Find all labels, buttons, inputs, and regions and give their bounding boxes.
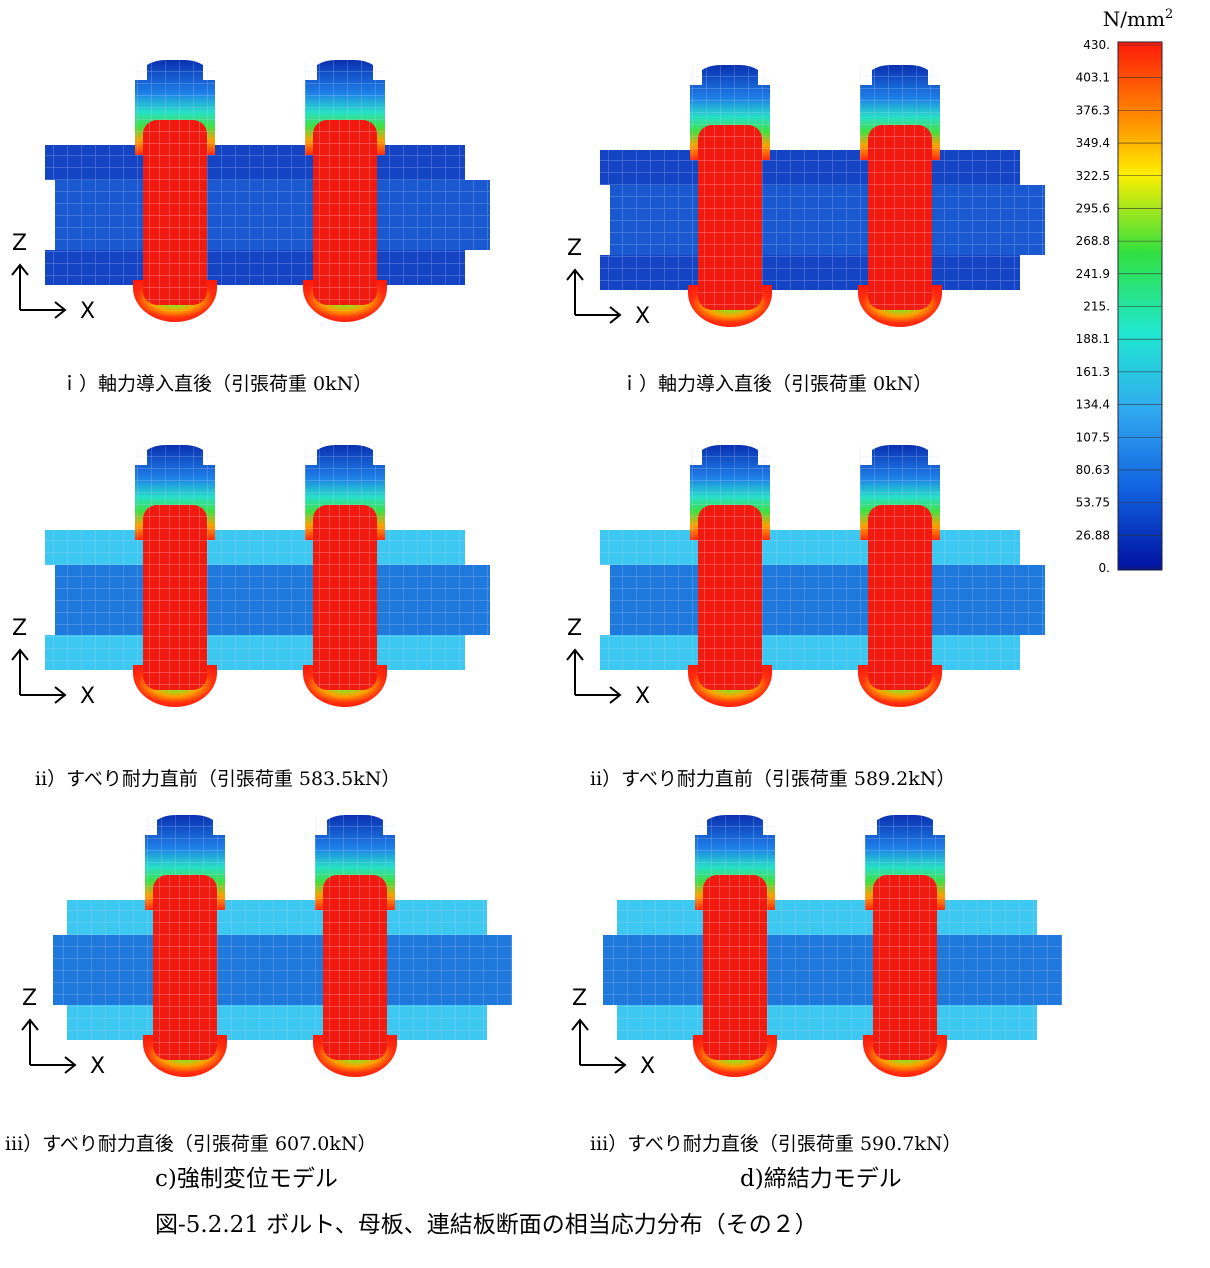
axis-x-label: X bbox=[640, 1054, 655, 1079]
colorbar-label: 188.1 bbox=[1076, 332, 1110, 346]
mesh bbox=[617, 900, 1037, 935]
colorbar-label: 403.1 bbox=[1076, 71, 1110, 85]
fem-panel: ZX bbox=[12, 60, 490, 324]
panel-caption: ⅲ）すべり耐力直後（引張荷重 590.7kN） bbox=[590, 1133, 961, 1155]
mesh bbox=[600, 150, 1020, 185]
mesh bbox=[703, 875, 767, 1060]
mesh bbox=[698, 125, 762, 310]
panel-caption: ⅱ）すべり耐力直前（引張荷重 589.2kN） bbox=[590, 768, 955, 790]
panel-caption: ⅲ）すべり耐力直後（引張荷重 607.0kN） bbox=[5, 1133, 376, 1155]
axis-x-label: X bbox=[80, 684, 95, 709]
colorbar-label: 430. bbox=[1083, 38, 1110, 52]
colorbar-label: 0. bbox=[1099, 561, 1110, 575]
fem-panel: ZX bbox=[572, 815, 1062, 1079]
fem-panel: ZX bbox=[567, 65, 1045, 329]
colorbar-label: 215. bbox=[1083, 300, 1110, 314]
panel-caption: ｉ）軸力導入直後（引張荷重 0kN） bbox=[620, 373, 932, 395]
mesh bbox=[868, 505, 932, 690]
unit-sup: 2 bbox=[1165, 7, 1173, 22]
axis-x-label: X bbox=[635, 304, 650, 329]
figure-caption: 図-5.2.21 ボルト、母板、連結板断面の相当応力分布（その２） bbox=[155, 1212, 818, 1238]
mesh bbox=[610, 185, 1045, 255]
mesh bbox=[868, 125, 932, 310]
mesh bbox=[45, 145, 465, 180]
mesh bbox=[698, 505, 762, 690]
colorbar-label: 322.5 bbox=[1076, 169, 1110, 183]
colorbar bbox=[1118, 42, 1162, 570]
colorbar-label: 53.75 bbox=[1076, 496, 1110, 510]
colorbar-label: 241.9 bbox=[1076, 267, 1110, 281]
mesh bbox=[323, 875, 387, 1060]
axis-z-label: Z bbox=[572, 986, 587, 1011]
axis-z-label: Z bbox=[567, 616, 582, 641]
axis-z-label: Z bbox=[567, 236, 582, 261]
mesh bbox=[143, 120, 207, 305]
mesh bbox=[600, 530, 1020, 565]
axis-z-label: Z bbox=[12, 616, 27, 641]
colorbar-label: 349.4 bbox=[1076, 136, 1110, 150]
colorbar-label: 268.8 bbox=[1076, 234, 1110, 248]
mesh bbox=[55, 565, 490, 635]
mesh bbox=[600, 255, 1020, 290]
mesh bbox=[153, 875, 217, 1060]
axis-z-label: Z bbox=[12, 231, 27, 256]
colorbar-label: 295.6 bbox=[1076, 201, 1110, 215]
unit: N/mm2 bbox=[1103, 7, 1173, 31]
mesh bbox=[600, 635, 1020, 670]
fem-panel: ZX bbox=[22, 815, 512, 1079]
mesh bbox=[67, 900, 487, 935]
mesh bbox=[55, 180, 490, 250]
axis-x-label: X bbox=[90, 1054, 105, 1079]
mesh bbox=[45, 530, 465, 565]
mesh bbox=[610, 565, 1045, 635]
colorbar-label: 376.3 bbox=[1076, 103, 1110, 117]
mesh bbox=[143, 505, 207, 690]
mesh bbox=[53, 935, 512, 1005]
mesh bbox=[313, 505, 377, 690]
fem-panel: ZX bbox=[12, 445, 490, 709]
colorbar-label: 80.63 bbox=[1076, 463, 1110, 477]
column-caption: c)強制変位モデル bbox=[155, 1166, 338, 1192]
fem-panel: ZX bbox=[567, 445, 1045, 709]
axis-x-label: X bbox=[635, 684, 650, 709]
mesh bbox=[873, 875, 937, 1060]
mesh bbox=[45, 635, 465, 670]
column-caption: d)締結力モデル bbox=[740, 1166, 902, 1192]
mesh bbox=[603, 935, 1062, 1005]
panel-caption: ｉ）軸力導入直後（引張荷重 0kN） bbox=[60, 373, 372, 395]
figure: N/mm2 c)強制変位モデル d)締結力モデル 図-5.2.21 ボルト、母板… bbox=[0, 0, 1210, 1268]
mesh bbox=[313, 120, 377, 305]
colorbar-label: 161.3 bbox=[1076, 365, 1110, 379]
axis-z-label: Z bbox=[22, 986, 37, 1011]
mesh bbox=[67, 1005, 487, 1040]
mesh bbox=[45, 250, 465, 285]
panel-caption: ⅱ）すべり耐力直前（引張荷重 583.5kN） bbox=[35, 768, 400, 790]
colorbar-label: 134.4 bbox=[1076, 398, 1110, 412]
unit-base: N/mm bbox=[1103, 7, 1165, 31]
colorbar-label: 26.88 bbox=[1076, 528, 1110, 542]
axis-x-label: X bbox=[80, 299, 95, 324]
colorbar-label: 107.5 bbox=[1076, 430, 1110, 444]
mesh bbox=[617, 1005, 1037, 1040]
